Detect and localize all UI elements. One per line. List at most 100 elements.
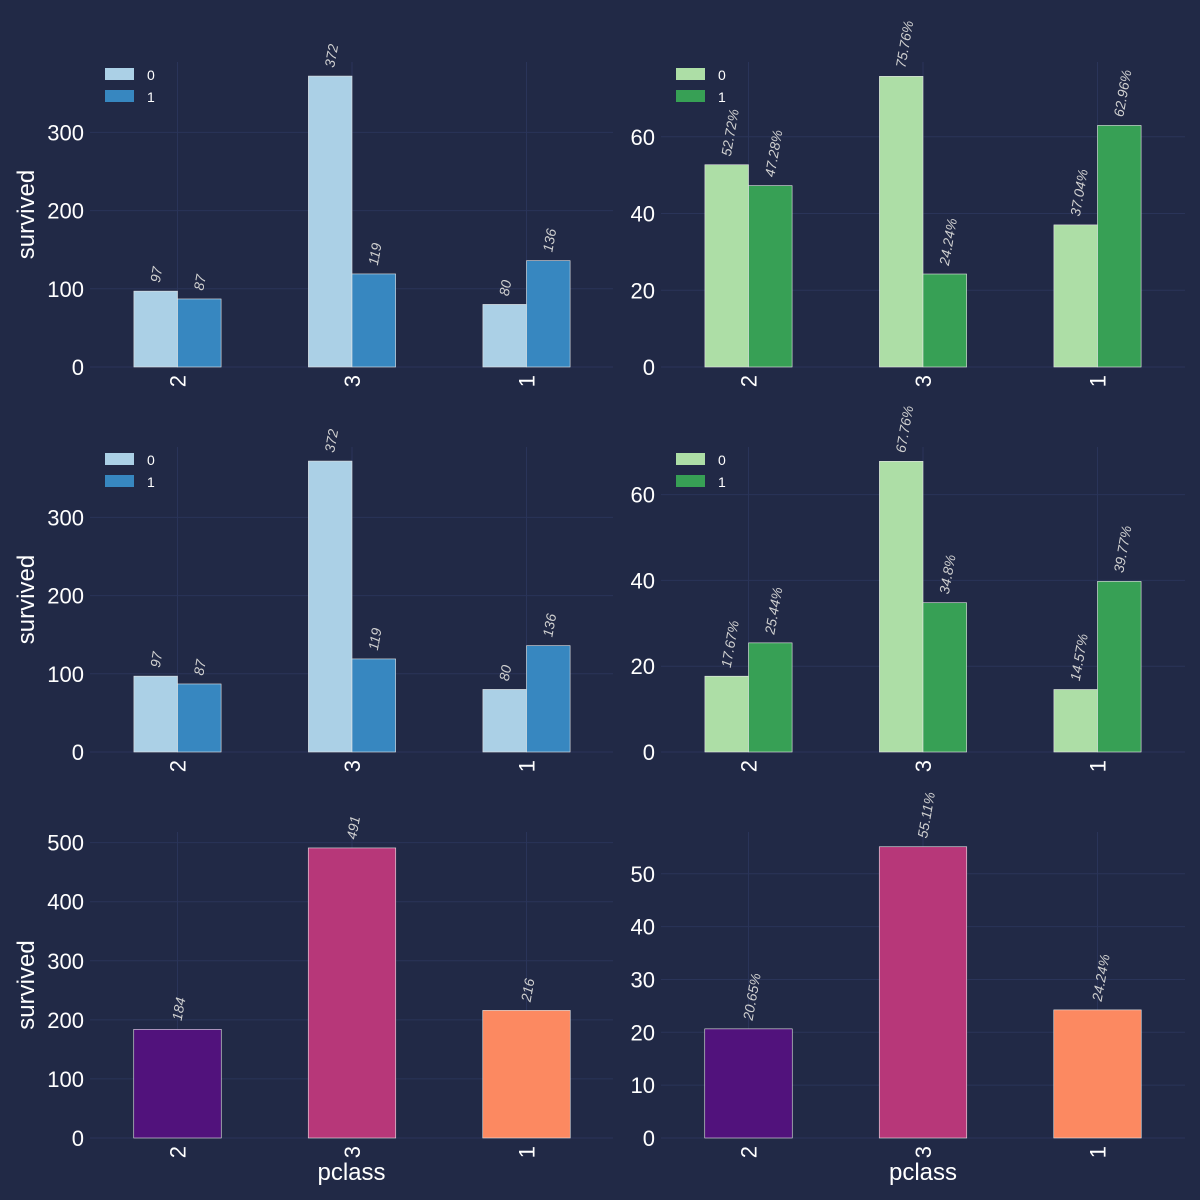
legend: 01 [676, 67, 726, 105]
bar-1-2 [177, 298, 222, 368]
bar-value-label: 62.96% [1110, 68, 1134, 118]
bar-value-label: 34.8% [936, 553, 959, 595]
legend-label: 1 [718, 474, 726, 490]
bar-1-2 [177, 683, 222, 753]
x-axis-label: pclass [889, 1159, 957, 1186]
y-axis-label: survived [13, 940, 40, 1029]
y-tick-label: 100 [47, 1067, 84, 1092]
x-tick-label: 1 [1086, 760, 1111, 772]
legend-label: 1 [718, 89, 726, 105]
legend-label: 1 [147, 89, 155, 105]
legend-swatch [105, 475, 134, 487]
bar-total-3 [307, 847, 397, 1139]
bar-total-2 [704, 1028, 793, 1139]
x-tick-label: 1 [515, 1146, 540, 1158]
bar-value-label: 47.28% [761, 129, 785, 179]
y-tick-label: 30 [631, 967, 655, 992]
y-axis-label: survived [13, 170, 40, 259]
bar-value-label: 24.24% [1089, 953, 1113, 1004]
bar-1-1 [1097, 581, 1142, 753]
x-tick-label: 2 [166, 760, 191, 772]
bar-value-label: 67.76% [892, 404, 916, 454]
x-tick-label: 3 [911, 1146, 936, 1158]
x-tick-label: 1 [515, 375, 540, 387]
legend-label: 0 [718, 452, 726, 468]
legend-label: 0 [147, 67, 155, 83]
y-tick-label: 0 [643, 355, 655, 380]
bar-value-label: 80 [496, 279, 514, 297]
bar-value-label: 216 [518, 977, 538, 1004]
y-axis-label: survived [13, 555, 40, 644]
x-tick-label: 3 [911, 760, 936, 772]
x-tick-label: 1 [1086, 375, 1111, 387]
y-tick-label: 40 [631, 915, 655, 940]
bar-value-label: 24.24% [936, 217, 960, 268]
y-tick-label: 200 [47, 584, 84, 609]
x-tick-label: 1 [1086, 1146, 1111, 1158]
legend-swatch [105, 453, 134, 465]
legend-swatch [676, 90, 705, 102]
y-tick-label: 300 [47, 505, 84, 530]
x-tick-label: 3 [340, 1146, 365, 1158]
bar-value-label: 25.44% [761, 586, 785, 637]
y-tick-label: 20 [631, 278, 655, 303]
bar-total-1 [1053, 1009, 1142, 1139]
y-tick-label: 500 [47, 831, 84, 856]
subplot-4: 020406017.67%67.76%14.57%25.44%34.8%39.7… [631, 404, 1185, 772]
y-tick-label: 20 [631, 654, 655, 679]
legend-swatch [676, 453, 705, 465]
bar-0-2 [704, 164, 749, 368]
bar-value-label: 87 [190, 272, 209, 291]
bar-total-1 [482, 1010, 571, 1139]
legend-swatch [105, 68, 134, 80]
y-tick-label: 50 [631, 862, 655, 887]
legend-swatch [676, 475, 705, 487]
y-tick-label: 60 [631, 483, 655, 508]
legend-label: 0 [147, 452, 155, 468]
y-tick-label: 300 [47, 949, 84, 974]
y-tick-label: 200 [47, 199, 84, 224]
bar-1-3 [922, 602, 967, 753]
bar-1-2 [748, 185, 793, 368]
x-tick-label: 3 [340, 375, 365, 387]
bar-0-1 [1053, 224, 1098, 368]
y-tick-label: 400 [47, 890, 84, 915]
y-tick-label: 0 [643, 1126, 655, 1151]
bar-total-3 [878, 846, 968, 1139]
bar-0-3 [308, 460, 353, 753]
x-tick-label: 2 [737, 760, 762, 772]
bar-value-label: 184 [169, 996, 189, 1022]
legend: 01 [105, 67, 155, 105]
bar-value-label: 17.67% [718, 619, 742, 669]
y-tick-label: 40 [631, 202, 655, 227]
bar-0-2 [133, 290, 178, 368]
bar-value-label: 52.72% [718, 108, 742, 158]
y-tick-label: 300 [47, 120, 84, 145]
y-tick-label: 100 [47, 277, 84, 302]
bar-value-label: 119 [365, 626, 385, 651]
bar-value-label: 136 [539, 612, 559, 638]
x-tick-label: 1 [515, 760, 540, 772]
bar-value-label: 55.11% [914, 791, 938, 840]
y-tick-label: 0 [72, 1126, 84, 1151]
x-tick-label: 2 [737, 1146, 762, 1158]
bar-1-1 [526, 260, 571, 368]
legend: 01 [105, 452, 155, 490]
bar-value-label: 87 [190, 657, 209, 676]
legend-label: 1 [147, 474, 155, 490]
subplot-5: 0 100 200 300 400 500 184 491 216 2 3 1 survived pcla… [13, 815, 613, 1186]
bar-0-1 [1053, 689, 1098, 753]
bar-value-label: 97 [147, 264, 166, 283]
legend-swatch [105, 90, 134, 102]
y-tick-label: 40 [631, 568, 655, 593]
y-tick-label: 0 [72, 355, 84, 380]
bar-value-label: 39.77% [1110, 524, 1134, 574]
bar-1-3 [351, 658, 396, 753]
bar-value-label: 80 [496, 664, 514, 682]
x-tick-label: 2 [166, 1146, 191, 1158]
bar-0-2 [133, 675, 178, 753]
y-tick-label: 60 [631, 125, 655, 150]
